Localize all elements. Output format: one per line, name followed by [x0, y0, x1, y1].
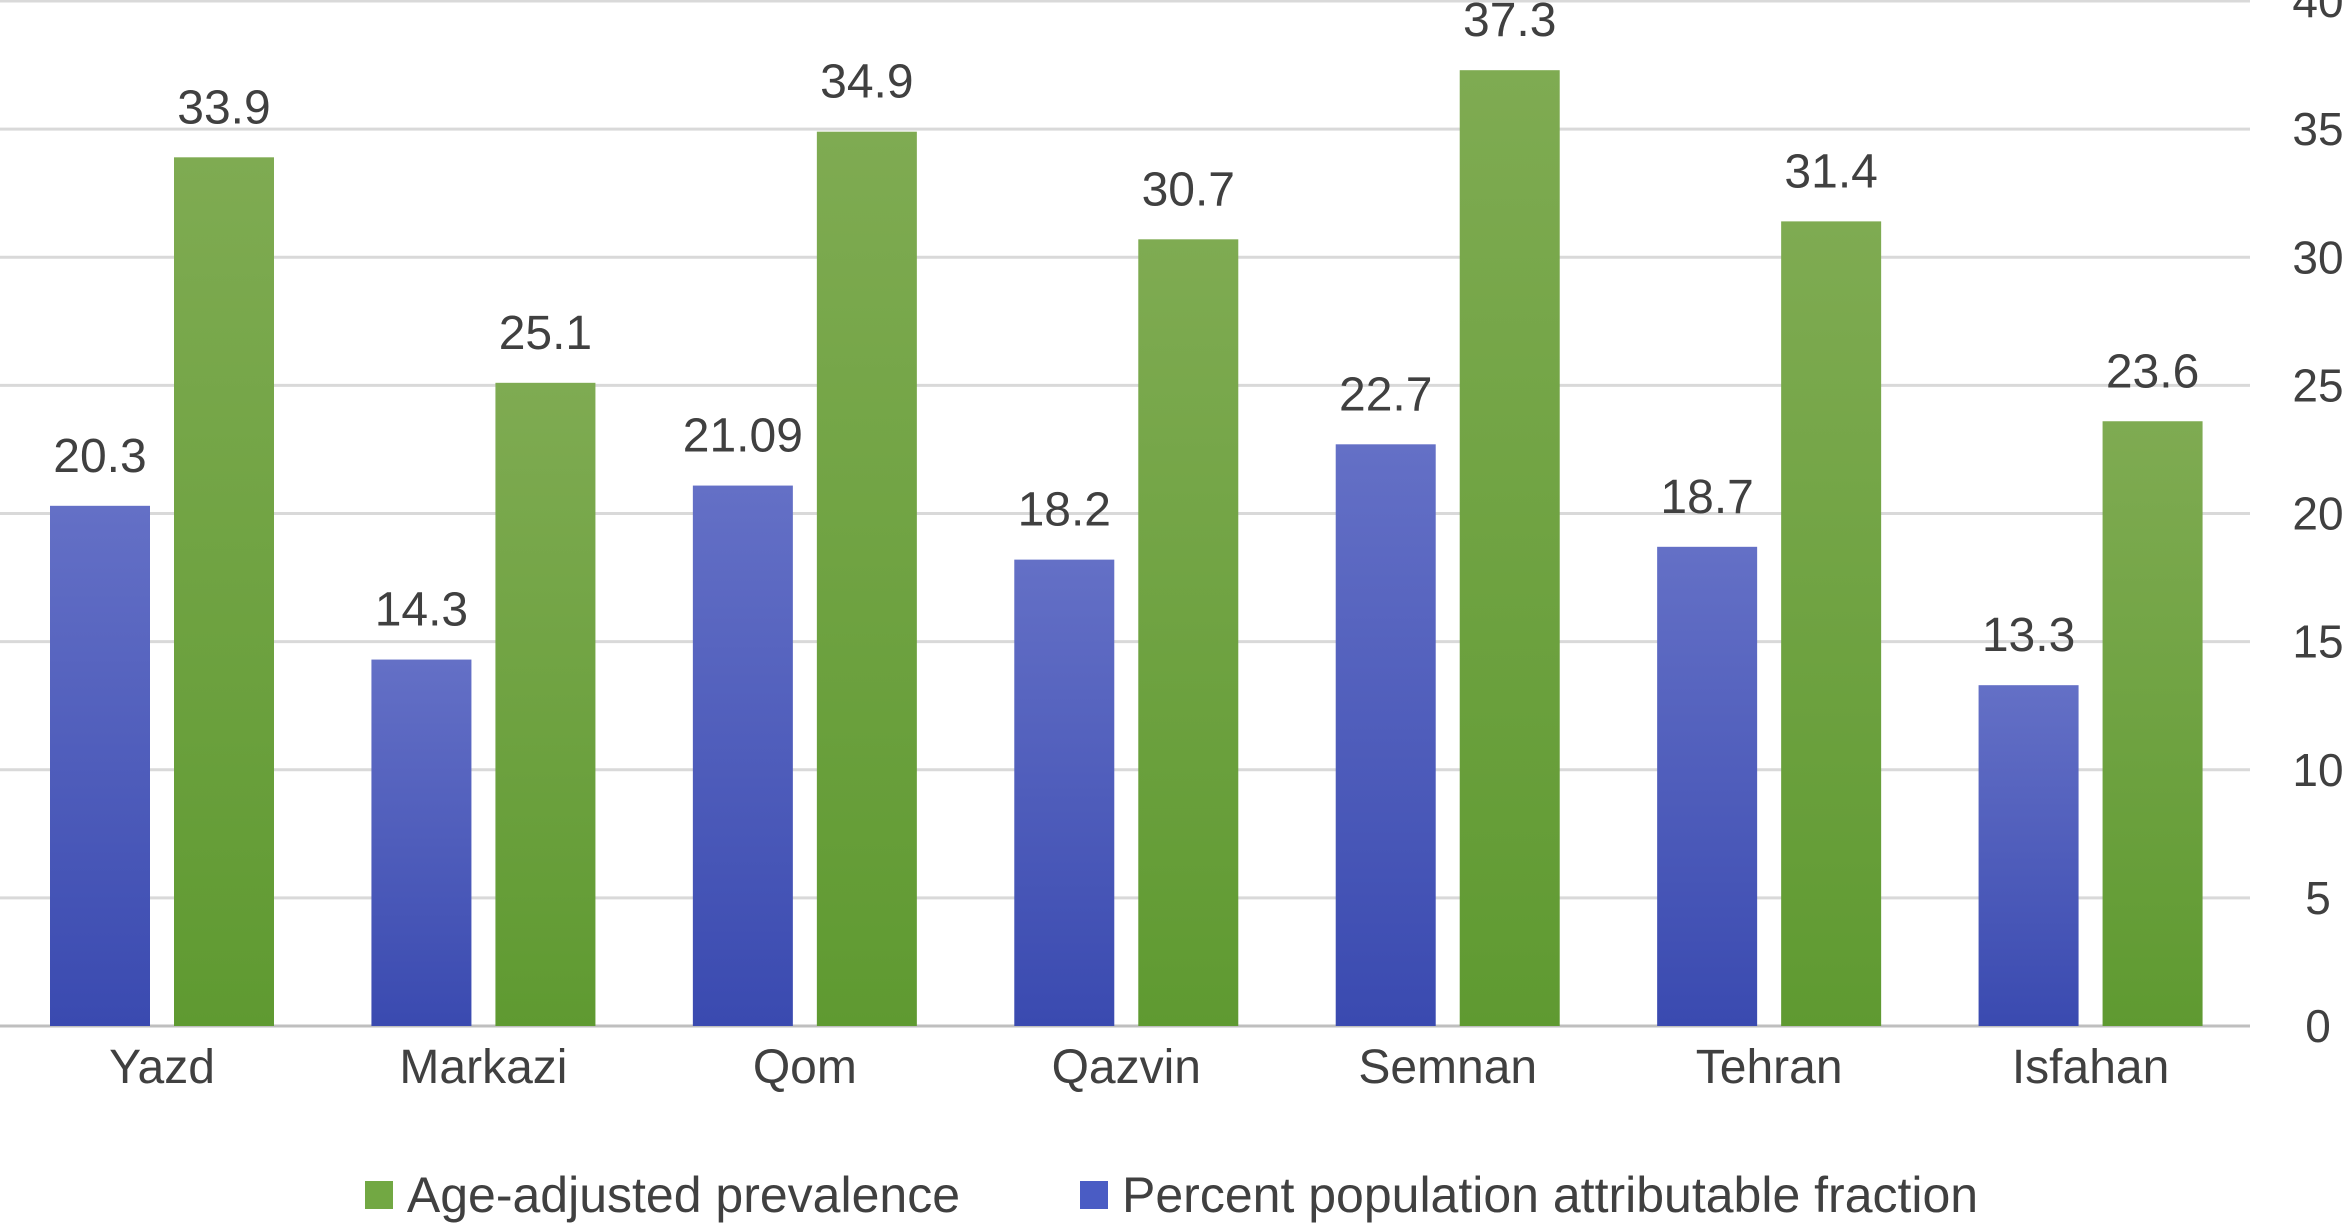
legend-label: Percent population attributable fraction	[1122, 1167, 1979, 1223]
data-label: 20.3	[53, 430, 146, 483]
y-tick-label: 40	[2292, 0, 2343, 27]
data-label: 30.7	[1142, 163, 1235, 216]
bar-paf-tehran[interactable]	[1657, 546, 1758, 1026]
axes: 0 5 10 15 20 25 30 35 40 Yazd Markazi Qom Qazvin Semn…	[109, 0, 2343, 1094]
data-label: 13.3	[1982, 609, 2075, 662]
bar-paf-isfahan[interactable]	[1978, 685, 2079, 1026]
data-label: 34.9	[820, 56, 913, 109]
legend-swatch-blue	[1080, 1181, 1109, 1209]
data-label: 18.7	[1660, 471, 1753, 524]
bar-paf-yazd[interactable]	[50, 505, 150, 1026]
legend-item-percent-population-attributable-fraction[interactable]: Percent population attributable fraction	[1080, 1166, 1978, 1224]
gridlines	[0, 0, 2250, 1028]
bar-paf-semnan[interactable]	[1335, 444, 1436, 1026]
data-label: 14.3	[375, 584, 468, 637]
y-tick-label: 5	[2305, 872, 2331, 924]
x-category-label: Markazi	[399, 1041, 567, 1094]
legend-swatch-green	[364, 1181, 393, 1209]
legend-label: Age-adjusted prevalence	[406, 1167, 961, 1223]
bar-prevalence-qom[interactable]	[816, 131, 917, 1026]
y-tick-label: 0	[2305, 1000, 2331, 1052]
x-category-label: Tehran	[1696, 1041, 1843, 1094]
bar-prevalence-yazd[interactable]	[174, 157, 274, 1026]
y-tick-label: 25	[2292, 359, 2343, 411]
data-label: 23.6	[2106, 345, 2199, 398]
legend-item-age-adjusted-prevalence[interactable]: Age-adjusted prevalence	[364, 1166, 961, 1224]
y-tick-label: 20	[2292, 488, 2343, 540]
bar-prevalence-markazi[interactable]	[495, 382, 596, 1026]
data-label: 37.3	[1463, 0, 1556, 47]
bar-paf-qazvin[interactable]	[1014, 559, 1115, 1026]
bar-chart-svg: 20.3 33.9 14.3 25.1 21.09 34.9 18.2 30.7 22.7 37.…	[0, 0, 2343, 1094]
data-label: 22.7	[1339, 368, 1432, 421]
y-tick-label: 15	[2292, 616, 2343, 668]
x-category-label: Qom	[753, 1041, 857, 1094]
data-label: 21.09	[683, 410, 803, 463]
x-category-label: Semnan	[1358, 1041, 1537, 1094]
bar-prevalence-semnan[interactable]	[1459, 70, 1560, 1026]
y-tick-label: 10	[2292, 744, 2343, 796]
y-tick-label: 35	[2292, 103, 2343, 155]
bar-prevalence-isfahan[interactable]	[2102, 421, 2203, 1026]
x-category-label: Isfahan	[2012, 1041, 2169, 1094]
x-category-label: Qazvin	[1052, 1041, 1201, 1094]
data-label: 25.1	[499, 307, 592, 360]
data-label: 33.9	[177, 81, 270, 134]
data-label: 31.4	[1784, 145, 1877, 198]
legend: Age-adjusted prevalence Percent populati…	[0, 1160, 2343, 1230]
data-label: 18.2	[1018, 484, 1111, 537]
data-labels: 20.3 33.9 14.3 25.1 21.09 34.9 18.2 30.7 22.7 37.…	[53, 0, 2199, 662]
x-category-label: Yazd	[109, 1041, 215, 1094]
bars	[50, 70, 2203, 1027]
bar-prevalence-tehran[interactable]	[1781, 221, 1882, 1026]
bar-paf-qom[interactable]	[692, 485, 793, 1027]
bar-paf-markazi[interactable]	[371, 659, 472, 1026]
bar-prevalence-qazvin[interactable]	[1138, 239, 1239, 1026]
y-tick-label: 30	[2292, 231, 2343, 283]
